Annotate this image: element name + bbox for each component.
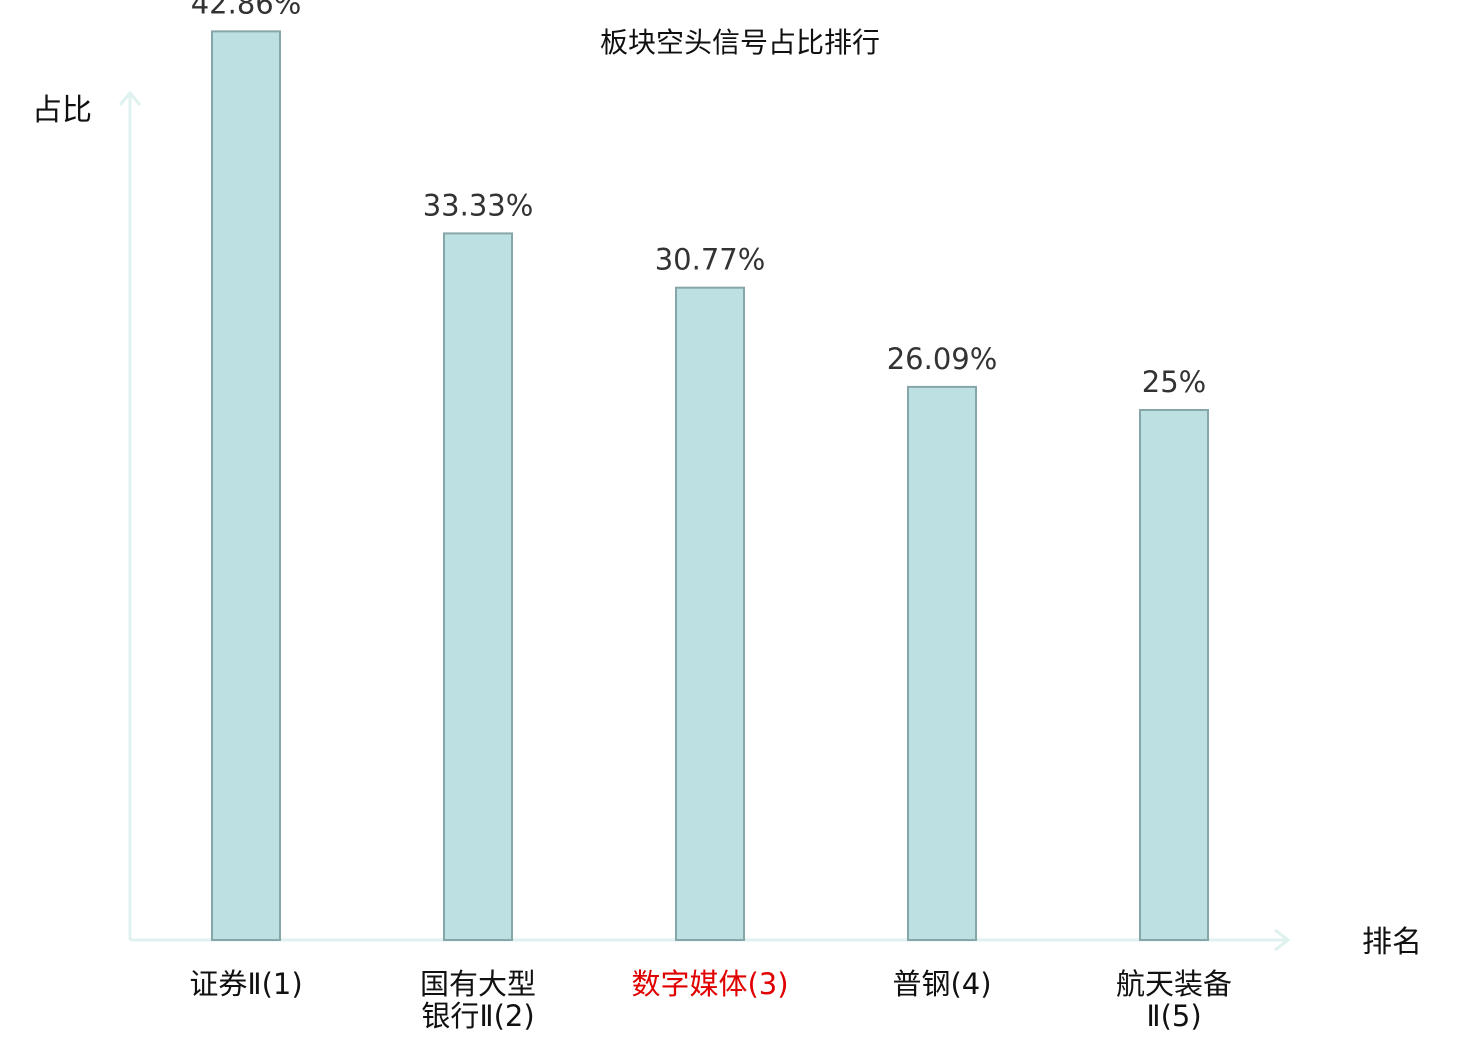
tick-label-line-1-1: 证券Ⅱ(1): [189, 967, 302, 1001]
tick-label-1: 证券Ⅱ(1): [189, 967, 302, 1001]
bar-2: [443, 232, 513, 941]
bars-layer: [211, 30, 1209, 942]
bar-3: [675, 286, 745, 941]
x-axis-label: 排名: [1362, 925, 1422, 960]
tick-label-5: 航天装备 Ⅱ(5): [1116, 967, 1232, 1033]
tick-label-line-3-1: 数字媒体(3): [631, 967, 788, 1001]
tick-labels-layer: 证券Ⅱ(1) 国有大型银行Ⅱ(2) 数字媒体(3) 普钢(4) 航天装备 Ⅱ(5): [189, 967, 1232, 1033]
tick-label-line-4-1: 普钢(4): [892, 967, 991, 1001]
bar-4: [907, 385, 977, 941]
value-label-4: 26.09%: [887, 342, 998, 376]
y-axis-label: 占比: [32, 93, 92, 128]
tick-label-line-2-2: 银行Ⅱ(2): [421, 999, 534, 1033]
value-label-5: 25%: [1142, 365, 1206, 399]
value-label-3: 30.77%: [655, 243, 766, 277]
x-axis-arrow-icon: [1274, 928, 1291, 952]
value-label-2: 33.33%: [423, 188, 534, 222]
tick-label-line-5-2: Ⅱ(5): [1146, 999, 1201, 1033]
y-axis-arrow-icon: [118, 90, 142, 106]
bar-1: [211, 30, 281, 942]
value-label-1: 42.86%: [191, 0, 302, 20]
tick-label-2: 国有大型银行Ⅱ(2): [420, 967, 536, 1033]
bar-5: [1139, 409, 1209, 941]
tick-label-line-5-1: 航天装备: [1116, 967, 1232, 1001]
tick-label-3: 数字媒体(3): [631, 967, 788, 1001]
value-labels-layer: 42.86% 33.33% 30.77% 26.09% 25%: [191, 0, 1207, 399]
tick-label-line-2-1: 国有大型: [420, 967, 536, 1001]
chart-title: 板块空头信号占比排行: [600, 26, 880, 59]
tick-label-4: 普钢(4): [892, 967, 991, 1001]
